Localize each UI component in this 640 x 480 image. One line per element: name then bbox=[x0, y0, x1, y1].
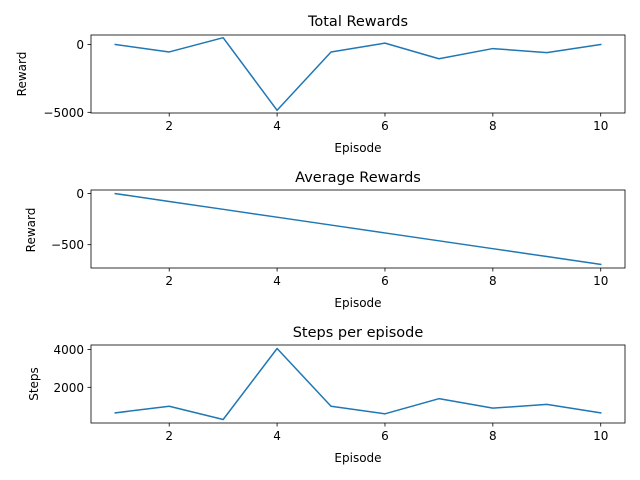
chart-title: Average Rewards bbox=[295, 170, 421, 186]
chart-title: Steps per episode bbox=[293, 325, 424, 341]
x-tick-label: 4 bbox=[273, 429, 281, 443]
x-axis-label: Episode bbox=[334, 141, 381, 155]
y-axis-label: Reward bbox=[24, 208, 38, 253]
x-tick-label: 4 bbox=[273, 274, 281, 288]
x-tick-label: 8 bbox=[489, 429, 497, 443]
plot-frame bbox=[90, 344, 626, 424]
x-tick-label: 10 bbox=[593, 274, 608, 288]
plot-frame bbox=[90, 34, 626, 114]
y-axis-label: Steps bbox=[27, 367, 41, 401]
x-tick-label: 10 bbox=[593, 429, 608, 443]
chart-title: Total Rewards bbox=[307, 14, 408, 30]
x-tick-label: 6 bbox=[381, 429, 389, 443]
plot-frame bbox=[90, 189, 626, 269]
x-tick-label: 6 bbox=[381, 119, 389, 133]
y-tick-label: 2000 bbox=[53, 381, 84, 395]
x-tick-label: 6 bbox=[381, 274, 389, 288]
x-tick-label: 2 bbox=[165, 429, 173, 443]
series-line bbox=[114, 36, 602, 112]
x-tick-label: 8 bbox=[489, 119, 497, 133]
y-tick-label: 0 bbox=[76, 187, 84, 201]
series-line bbox=[114, 192, 602, 266]
y-tick-label: −500 bbox=[51, 238, 84, 252]
series-line bbox=[114, 347, 602, 421]
y-tick-label: 4000 bbox=[53, 343, 84, 357]
x-tick-label: 2 bbox=[165, 274, 173, 288]
chart-panel-steps-per-episode: Steps per episode Episode Steps 2 4 6 8 10 20… bbox=[27, 325, 626, 465]
x-axis-label: Episode bbox=[334, 451, 381, 465]
x-tick-label: 10 bbox=[593, 119, 608, 133]
x-tick-label: 2 bbox=[165, 119, 173, 133]
x-tick-label: 8 bbox=[489, 274, 497, 288]
chart-panel-average-rewards: Average Rewards Episode Reward 2 4 6 8 10 0 −5… bbox=[24, 170, 626, 310]
y-tick-label: 0 bbox=[76, 38, 84, 52]
x-tick-label: 4 bbox=[273, 119, 281, 133]
y-tick-label: −5000 bbox=[43, 106, 84, 120]
y-axis-label: Reward bbox=[15, 52, 29, 97]
x-axis-label: Episode bbox=[334, 296, 381, 310]
chart-panel-total-rewards: Total Rewards Episode Reward 2 4 6 8 10 0 −500… bbox=[15, 14, 626, 155]
